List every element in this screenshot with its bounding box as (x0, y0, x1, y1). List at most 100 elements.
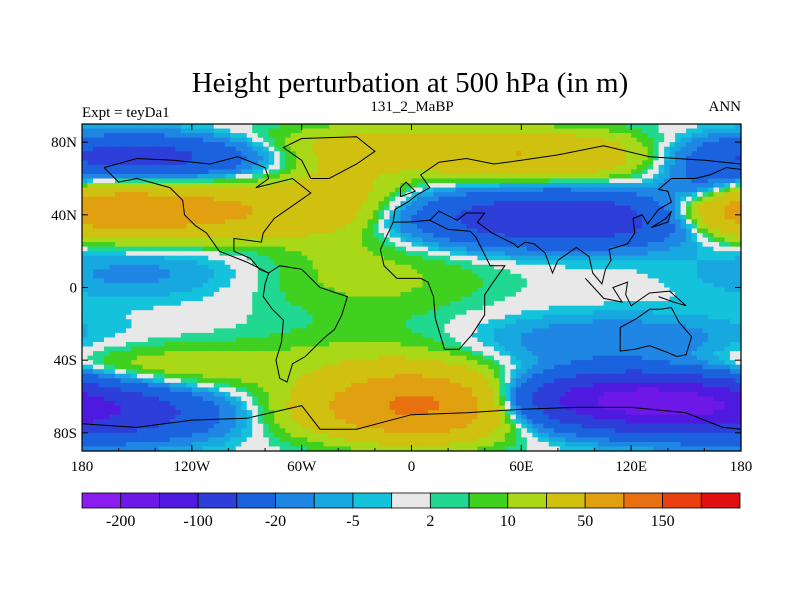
field-cell (125, 305, 133, 311)
field-cell (125, 155, 133, 161)
field-cell (384, 237, 391, 243)
field-cell (235, 287, 242, 293)
field-cell (735, 282, 742, 289)
field-cell (680, 146, 687, 152)
field-cell (482, 205, 489, 211)
field-cell (362, 310, 369, 316)
field-cell (351, 133, 358, 139)
field-cell (625, 296, 632, 302)
field-cell (224, 273, 231, 280)
field-cell (307, 151, 314, 157)
field-cell (263, 251, 270, 257)
field-cell (526, 287, 533, 293)
field-cell (241, 155, 248, 161)
field-cell (587, 301, 594, 307)
field-cell (208, 137, 215, 143)
field-cell (92, 210, 100, 216)
field-cell (471, 205, 478, 211)
field-cell (554, 242, 561, 248)
field-cell (208, 142, 215, 148)
field-cell (340, 142, 347, 148)
field-cell (411, 169, 418, 175)
field-cell (224, 255, 231, 261)
field-cell (609, 183, 616, 189)
field-cell (362, 142, 369, 148)
field-cell (378, 278, 385, 284)
field-cell (252, 178, 259, 184)
field-cell (598, 273, 605, 280)
field-cell (614, 305, 621, 311)
field-cell (103, 137, 111, 143)
field-cell (142, 137, 149, 143)
field-cell (598, 192, 605, 198)
field-cell (675, 160, 682, 166)
field-cell (252, 124, 259, 130)
field-cell (691, 196, 698, 202)
field-cell (268, 273, 275, 280)
field-cell (175, 269, 182, 275)
field-cell (614, 214, 621, 220)
field-cell (603, 210, 610, 216)
field-cell (318, 310, 325, 316)
field-cell (587, 192, 594, 198)
field-cell (400, 246, 407, 252)
field-cell (356, 233, 363, 239)
field-cell (345, 155, 352, 161)
field-cell (136, 237, 144, 243)
field-cell (653, 146, 660, 152)
field-cell (406, 273, 413, 280)
field-cell (603, 269, 610, 275)
field-cell (235, 278, 242, 284)
field-cell (620, 201, 627, 207)
field-cell (510, 205, 517, 211)
field-cell (625, 264, 632, 270)
field-cell (373, 269, 380, 275)
field-cell (345, 223, 352, 230)
field-cell (537, 128, 544, 134)
field-cell (460, 151, 468, 157)
field-cell (290, 237, 297, 243)
field-cell (482, 237, 489, 243)
field-cell (526, 133, 533, 139)
field-cell (532, 187, 539, 193)
field-cell (548, 278, 555, 284)
field-cell (312, 142, 319, 148)
field-cell (493, 305, 500, 311)
field-cell (92, 223, 100, 230)
field-cell (592, 210, 599, 216)
field-cell (642, 301, 649, 307)
field-cell (570, 237, 577, 243)
field-cell (125, 169, 133, 175)
field-cell (351, 192, 358, 198)
field-cell (197, 169, 204, 175)
field-cell (581, 201, 588, 207)
field-cell (169, 133, 176, 139)
field-cell (197, 228, 204, 234)
field-cell (406, 137, 413, 143)
field-cell (647, 251, 654, 257)
field-cell (669, 296, 676, 302)
field-cell (713, 237, 720, 243)
field-cell (384, 282, 391, 289)
field-cell (323, 155, 330, 161)
field-cell (449, 310, 457, 316)
field-cell (208, 124, 215, 130)
field-cell (449, 223, 457, 230)
field-cell (565, 251, 572, 257)
field-cell (191, 142, 198, 148)
field-cell (241, 310, 248, 316)
field-cell (235, 164, 242, 171)
field-cell (614, 246, 621, 252)
field-cell (114, 301, 122, 307)
field-cell (510, 255, 517, 261)
field-cell (142, 192, 149, 198)
field-cell (202, 292, 209, 298)
field-cell (614, 278, 621, 284)
field-cell (631, 278, 638, 284)
field-cell (290, 233, 297, 239)
field-cell (576, 196, 583, 202)
field-cell (488, 223, 495, 230)
field-cell (570, 251, 577, 257)
field-cell (345, 278, 352, 284)
